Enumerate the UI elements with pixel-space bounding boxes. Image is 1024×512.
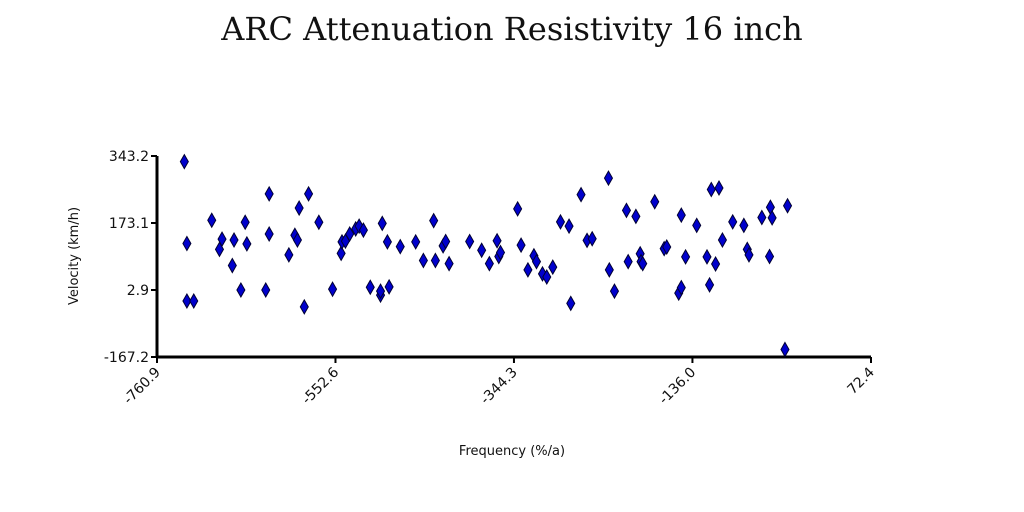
x-axis-label: Frequency (%/a) [459, 444, 565, 459]
data-point [631, 208, 641, 225]
data-point [384, 278, 394, 295]
data-point [314, 214, 324, 231]
data-point [411, 233, 421, 250]
data-point [217, 231, 227, 248]
y-tick-label: 173.1 [109, 216, 149, 232]
x-tick-label: 72.4 [844, 364, 877, 397]
x-tick-label: -344.3 [478, 365, 521, 408]
chart-title: ARC Attenuation Resistivity 16 inch [221, 10, 803, 48]
data-point [702, 248, 712, 265]
data-point [537, 265, 548, 282]
data-point [587, 230, 597, 247]
data-point [676, 207, 686, 224]
data-point [465, 233, 475, 250]
data-point [484, 255, 494, 272]
y-tick-label: 343.2 [109, 149, 149, 165]
data-point [182, 235, 192, 252]
data-point [418, 252, 428, 269]
data-point [242, 235, 252, 252]
data-point [429, 212, 439, 229]
data-point [662, 239, 672, 256]
data-point [365, 279, 375, 296]
data-point [717, 231, 728, 248]
data-point [240, 214, 250, 231]
data-point [542, 268, 552, 285]
data-point [303, 185, 314, 202]
data-point [516, 237, 526, 254]
data-point [264, 226, 274, 243]
data-point [681, 248, 691, 265]
data-point [764, 248, 775, 265]
data-point [767, 209, 777, 226]
data-point [492, 232, 502, 249]
data-point [692, 217, 702, 234]
data-point [757, 209, 767, 226]
axes [151, 155, 872, 363]
data-point [284, 246, 294, 263]
data-point [182, 292, 192, 310]
data-point [780, 341, 790, 358]
y-tick-label: 2.9 [127, 283, 149, 299]
data-point [706, 181, 716, 198]
data-point [623, 253, 633, 270]
data-point [299, 298, 309, 315]
data-point [430, 252, 440, 269]
data-point [638, 255, 648, 272]
data-point [441, 233, 451, 250]
data-point [395, 238, 405, 255]
data-point [207, 212, 217, 229]
x-tick-label: -760.9 [121, 365, 164, 408]
tick-labels: -760.9 -552.6 -344.3 -136.0 72.4 343.2 173.1 2.… [104, 149, 878, 408]
data-point [650, 193, 660, 210]
data-point [576, 186, 586, 203]
data-point [566, 295, 576, 312]
data-point [444, 255, 454, 272]
data-point [744, 246, 754, 263]
data-point [227, 257, 237, 274]
data-point [714, 179, 724, 196]
data-point [236, 281, 246, 298]
data-point [555, 213, 566, 230]
data-points [179, 153, 793, 358]
data-point [728, 213, 738, 230]
data-point [676, 279, 686, 296]
x-tick-label: -552.6 [299, 364, 342, 407]
data-point [531, 253, 542, 270]
data-point [214, 241, 225, 258]
data-point [477, 242, 487, 259]
data-point [523, 261, 533, 278]
data-point [548, 259, 558, 276]
data-point [609, 283, 620, 300]
data-point [377, 215, 387, 232]
data-point [564, 218, 574, 235]
y-axis-label: Velocity (km/h) [67, 207, 82, 305]
data-point [358, 222, 368, 239]
data-point [604, 261, 614, 278]
data-point [294, 200, 304, 217]
data-point [229, 231, 239, 248]
data-point [261, 281, 271, 298]
data-point [710, 255, 721, 272]
data-point [375, 283, 386, 300]
data-point [345, 226, 355, 243]
data-point [336, 245, 346, 262]
data-point [603, 170, 614, 187]
data-point [292, 231, 303, 248]
data-point [704, 276, 715, 293]
data-point [495, 244, 506, 261]
data-point [513, 200, 523, 217]
data-point [264, 185, 274, 202]
y-tick-label: -167.2 [104, 350, 149, 366]
data-point [382, 233, 392, 250]
data-point [621, 202, 632, 219]
data-point [782, 197, 793, 214]
x-tick-label: -136.0 [656, 365, 699, 408]
data-point [179, 153, 189, 170]
data-point [739, 217, 749, 234]
data-point [327, 281, 338, 298]
data-point [189, 292, 199, 310]
